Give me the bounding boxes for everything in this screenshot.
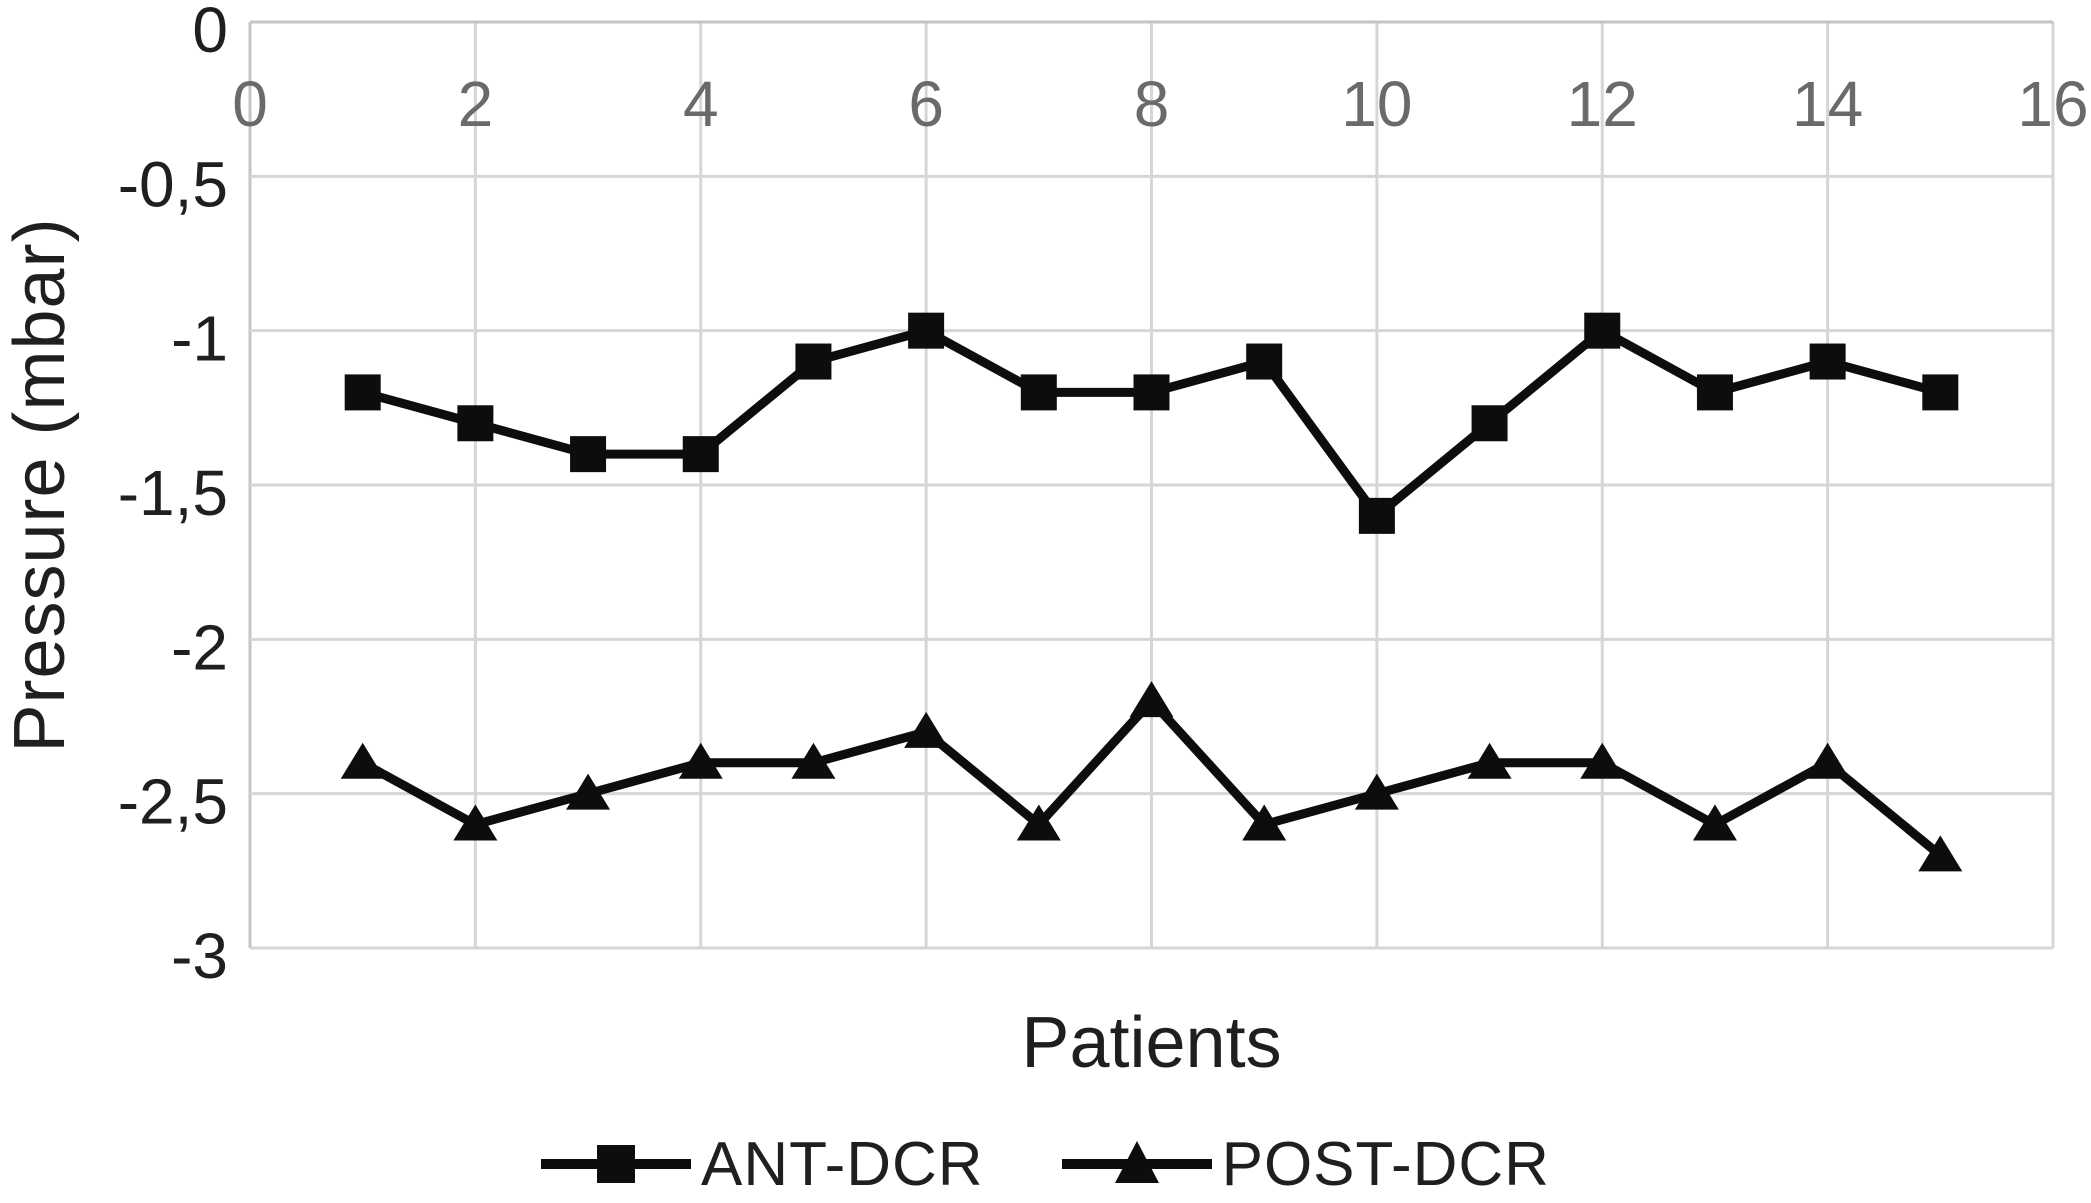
y-tick-label: 0 xyxy=(192,0,228,66)
data-point-square-marker xyxy=(1809,343,1846,380)
data-point-triangle-marker xyxy=(1580,742,1625,779)
y-tick-label: -0,5 xyxy=(118,148,228,220)
data-point-square-marker xyxy=(1133,374,1170,411)
legend-item-ant-dcr: ANT-DCR xyxy=(541,1129,984,1200)
data-point-triangle-marker xyxy=(1918,835,1963,872)
data-point-square-marker xyxy=(1471,405,1508,442)
x-tick-label: 12 xyxy=(1567,68,1638,140)
data-point-square-marker xyxy=(1358,497,1395,534)
x-tick-label: 10 xyxy=(1341,68,1412,140)
legend: ANT-DCR POST-DCR xyxy=(0,1118,2091,1203)
data-point-triangle-marker xyxy=(453,804,498,841)
x-tick-label: 2 xyxy=(458,68,494,140)
square-marker-icon xyxy=(597,1145,636,1183)
data-point-square-marker xyxy=(908,312,945,349)
data-point-square-marker xyxy=(1020,374,1057,411)
triangle-marker-icon xyxy=(1114,1141,1159,1183)
y-tick-label: -2,5 xyxy=(118,766,228,838)
legend-marker-square-icon xyxy=(541,1145,692,1183)
data-point-triangle-marker xyxy=(1692,804,1737,841)
data-point-square-marker xyxy=(344,374,381,411)
data-point-triangle-marker xyxy=(791,742,836,779)
data-point-triangle-marker xyxy=(1805,742,1850,779)
data-point-square-marker xyxy=(1696,374,1733,411)
data-point-triangle-marker xyxy=(678,742,723,779)
data-point-triangle-marker xyxy=(1016,804,1061,841)
data-point-triangle-marker xyxy=(566,773,611,810)
data-point-square-marker xyxy=(1922,374,1959,411)
y-tick-label: -1 xyxy=(171,303,228,375)
x-tick-label: 8 xyxy=(1134,68,1170,140)
x-axis-title: Patients xyxy=(1021,1003,1282,1083)
data-point-square-marker xyxy=(1246,343,1283,380)
data-point-square-marker xyxy=(570,436,607,473)
data-point-triangle-marker xyxy=(1129,681,1174,718)
legend-label-ant-dcr: ANT-DCR xyxy=(701,1129,984,1199)
x-tick-label: 0 xyxy=(232,68,268,140)
x-tick-label: 6 xyxy=(908,68,944,140)
legend-marker-triangle-icon xyxy=(1061,1141,1212,1183)
y-tick-label: -1,5 xyxy=(118,457,228,529)
y-tick-label: -2 xyxy=(171,611,228,683)
legend-label-post-dcr: POST-DCR xyxy=(1221,1129,1550,1199)
x-tick-label: 14 xyxy=(1792,68,1863,140)
data-point-triangle-marker xyxy=(904,711,949,748)
x-tick-label: 4 xyxy=(683,68,719,140)
data-point-triangle-marker xyxy=(340,742,385,779)
data-point-triangle-marker xyxy=(1467,742,1512,779)
y-tick-label: -3 xyxy=(171,920,228,992)
data-point-triangle-marker xyxy=(1242,804,1287,841)
data-point-square-marker xyxy=(1584,312,1621,349)
data-point-triangle-marker xyxy=(1354,773,1399,810)
data-point-square-marker xyxy=(457,405,494,442)
data-point-square-marker xyxy=(682,436,719,473)
x-tick-label: 16 xyxy=(2017,68,2088,140)
data-point-square-marker xyxy=(795,343,832,380)
y-axis-title: Pressure (mbar) xyxy=(0,217,80,753)
legend-item-post-dcr: POST-DCR xyxy=(1061,1129,1550,1200)
